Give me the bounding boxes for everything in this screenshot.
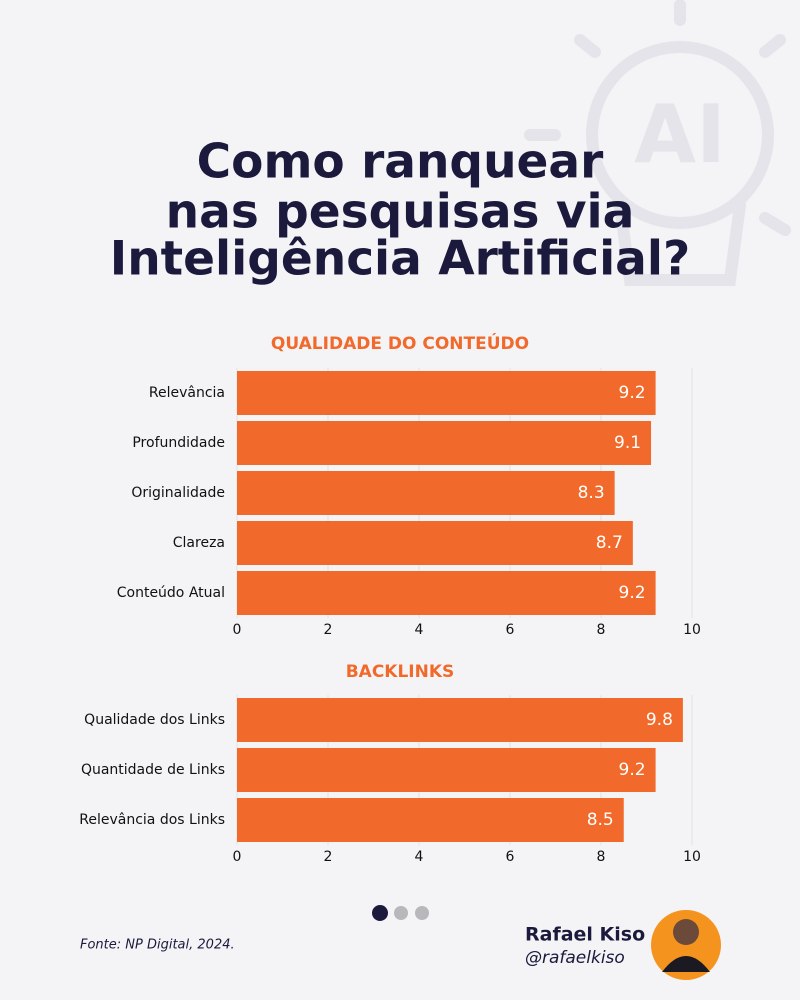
y-tick-label: Relevância dos Links bbox=[79, 812, 225, 828]
author-name: Rafael Kiso bbox=[525, 924, 645, 946]
bar bbox=[237, 421, 652, 465]
bar bbox=[237, 471, 615, 515]
x-tick-label: 0 bbox=[233, 622, 242, 638]
svg-text:AI: AI bbox=[634, 88, 726, 181]
y-tick-label: Relevância bbox=[149, 385, 225, 401]
value-label: 8.7 bbox=[596, 533, 623, 553]
title: Como ranquear nas pesquisas via Inteligê… bbox=[110, 135, 691, 287]
y-tick-label: Originalidade bbox=[131, 485, 225, 501]
author-handle: @rafaelkiso bbox=[525, 948, 625, 968]
value-label: 8.5 bbox=[587, 810, 614, 830]
x-tick-label: 6 bbox=[506, 622, 515, 638]
y-tick-label: Quantidade de Links bbox=[81, 762, 225, 778]
value-label: 9.2 bbox=[619, 383, 646, 403]
bar bbox=[237, 521, 633, 565]
x-tick-label: 4 bbox=[415, 622, 424, 638]
bar bbox=[237, 798, 624, 842]
x-tick-label: 0 bbox=[233, 849, 242, 865]
value-label: 8.3 bbox=[578, 483, 605, 503]
x-tick-label: 8 bbox=[597, 849, 606, 865]
y-tick-label: Profundidade bbox=[132, 435, 225, 451]
y-tick-label: Clareza bbox=[173, 535, 225, 551]
value-label: 9.2 bbox=[619, 760, 646, 780]
y-tick-label: Qualidade dos Links bbox=[84, 712, 225, 728]
bar bbox=[237, 571, 656, 615]
value-label: 9.2 bbox=[619, 583, 646, 603]
page-dot bbox=[415, 906, 429, 920]
bar bbox=[237, 698, 683, 742]
y-tick-label: Conteúdo Atual bbox=[117, 585, 225, 601]
source: Fonte: NP Digital, 2024. bbox=[80, 938, 235, 953]
x-tick-label: 4 bbox=[415, 849, 424, 865]
x-tick-label: 6 bbox=[506, 849, 515, 865]
title-line: Inteligência Artificial? bbox=[110, 232, 691, 287]
bar bbox=[237, 748, 656, 792]
title-line: nas pesquisas via bbox=[166, 185, 635, 240]
x-tick-label: 2 bbox=[324, 849, 333, 865]
x-tick-label: 10 bbox=[683, 622, 701, 638]
x-tick-label: 2 bbox=[324, 622, 333, 638]
chart-title: BACKLINKS bbox=[346, 662, 455, 682]
bar bbox=[237, 371, 656, 415]
x-tick-label: 8 bbox=[597, 622, 606, 638]
value-label: 9.8 bbox=[646, 710, 673, 730]
page-dot bbox=[394, 906, 408, 920]
value-label: 9.1 bbox=[614, 433, 641, 453]
page-dot-active bbox=[372, 905, 388, 921]
chart-title: QUALIDADE DO CONTEÚDO bbox=[271, 332, 529, 354]
title-line: Como ranquear bbox=[197, 135, 604, 190]
ai-bulb-icon: AI bbox=[524, 0, 791, 286]
x-tick-label: 10 bbox=[683, 849, 701, 865]
avatar bbox=[651, 910, 721, 980]
